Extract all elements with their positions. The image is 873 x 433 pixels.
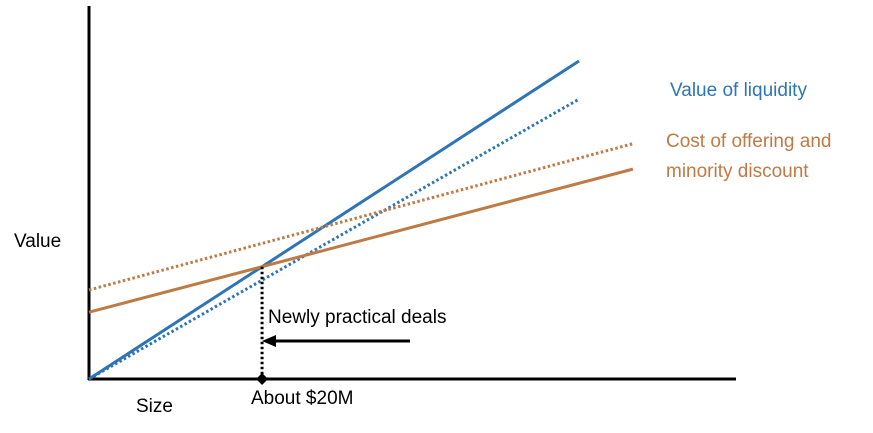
series-line-cost-of-offering-dotted xyxy=(88,142,634,292)
annotation-label: Newly practical deals xyxy=(268,307,446,328)
annotation-arrow-head xyxy=(262,335,276,347)
marker-diamond xyxy=(256,373,269,385)
series-line-value-of-liquidity-solid xyxy=(88,59,580,381)
series-label-value-of-liquidity: Value of liquidity xyxy=(670,80,807,101)
series-line-cost-of-offering-solid xyxy=(88,167,634,314)
x-marker-label: About $20M xyxy=(251,388,353,409)
x-axis-label: Size xyxy=(136,396,173,417)
series-label-cost-line-2: minority discount xyxy=(666,161,809,182)
y-axis-label: Value xyxy=(14,231,61,252)
series-label-cost-line-1: Cost of offering and xyxy=(666,131,831,152)
series-line-value-of-liquidity-dotted xyxy=(88,97,580,381)
